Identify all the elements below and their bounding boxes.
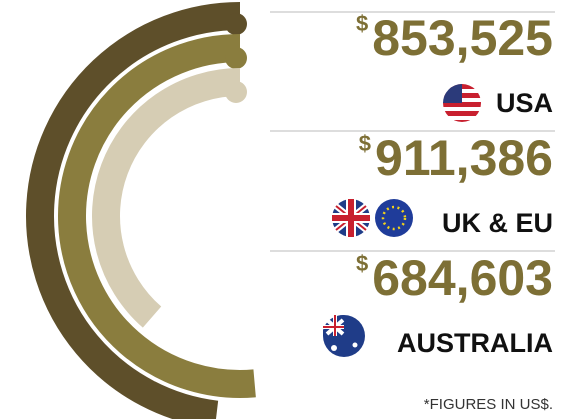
- legend-dot: [225, 81, 247, 103]
- legend-dot: [225, 13, 247, 35]
- flags: [323, 84, 481, 357]
- flag-usa: [443, 84, 481, 122]
- arc-bar: [58, 34, 256, 398]
- currency: $: [356, 251, 368, 276]
- value-label: 684,603: [372, 250, 553, 306]
- flag-uk: [332, 199, 370, 237]
- arc-bar: [26, 2, 241, 419]
- flag-eu: [375, 199, 413, 237]
- value-label: 911,386: [375, 130, 553, 186]
- legend-dot: [225, 47, 247, 69]
- currency: $: [356, 11, 368, 36]
- category-label: USA: [496, 88, 553, 118]
- value-label: 853,525: [372, 10, 553, 66]
- arc-bar: [92, 68, 241, 328]
- category-label: AUSTRALIA: [397, 328, 553, 358]
- currency: $: [359, 131, 371, 156]
- flag-australia: [323, 314, 365, 357]
- category-label: UK & EU: [442, 208, 553, 238]
- footnote: *FIGURES IN US$.: [424, 396, 553, 413]
